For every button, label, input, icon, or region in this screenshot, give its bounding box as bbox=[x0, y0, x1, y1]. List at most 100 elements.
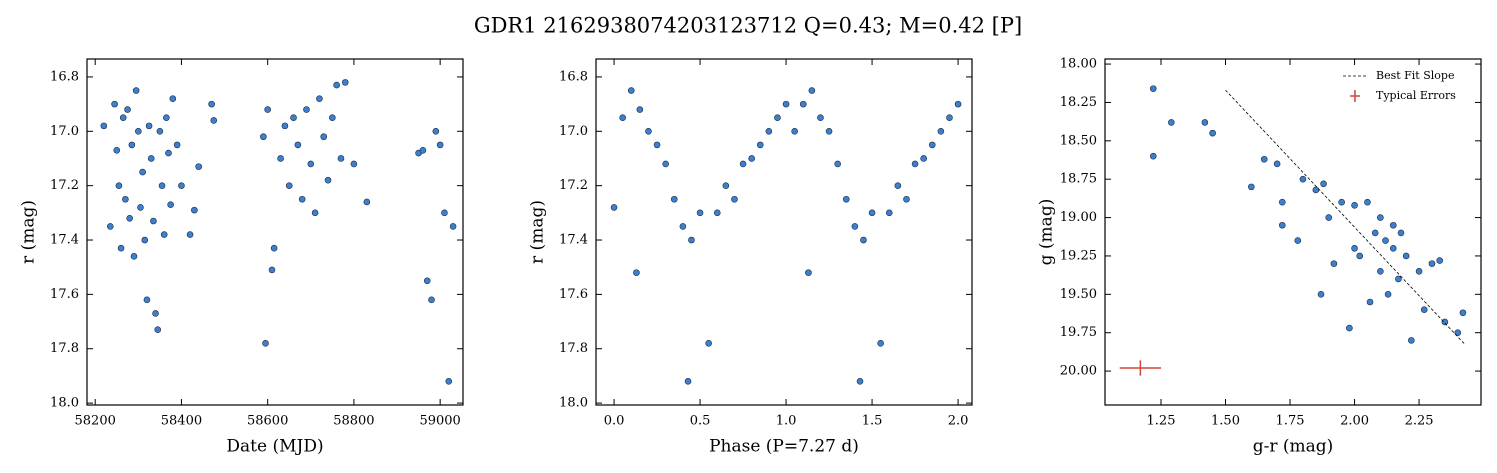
data-point bbox=[894, 182, 902, 189]
data-point bbox=[1325, 214, 1333, 221]
data-point bbox=[298, 195, 306, 203]
data-point bbox=[684, 378, 692, 385]
data-point bbox=[954, 100, 962, 108]
data-point bbox=[106, 223, 114, 230]
data-point bbox=[1149, 152, 1157, 160]
data-point bbox=[1330, 260, 1338, 267]
data-point bbox=[920, 155, 927, 162]
data-point bbox=[1428, 260, 1436, 267]
data-point bbox=[765, 127, 773, 135]
data-point bbox=[1384, 291, 1392, 298]
data-point bbox=[337, 155, 345, 162]
data-point bbox=[633, 269, 640, 276]
data-point bbox=[111, 100, 118, 108]
data-point bbox=[160, 231, 168, 238]
data-point bbox=[653, 141, 661, 149]
y-tick-label: 18.00 bbox=[1060, 57, 1097, 72]
data-point bbox=[1408, 337, 1415, 344]
data-point bbox=[126, 214, 133, 222]
x-axis-label: g-r (mag) bbox=[1253, 437, 1334, 457]
data-point bbox=[186, 231, 194, 238]
data-point bbox=[1420, 306, 1428, 313]
fit-line bbox=[1225, 89, 1466, 346]
data-point bbox=[1248, 183, 1255, 191]
data-point bbox=[696, 209, 704, 217]
data-point bbox=[124, 106, 131, 113]
data-point bbox=[774, 114, 781, 122]
data-point bbox=[145, 122, 153, 130]
x-axis-label: Date (MJD) bbox=[226, 437, 323, 457]
data-point bbox=[1168, 119, 1175, 126]
y-tick-label: 17.2 bbox=[50, 178, 79, 193]
y-tick-label: 17.0 bbox=[559, 124, 588, 139]
data-point bbox=[210, 117, 218, 124]
data-point bbox=[169, 95, 177, 102]
y-tick-label: 18.50 bbox=[1060, 133, 1097, 148]
data-point bbox=[128, 141, 136, 149]
data-point bbox=[100, 122, 108, 130]
y-tick-label: 16.8 bbox=[559, 69, 588, 84]
data-point bbox=[1317, 291, 1325, 298]
x-tick-label: 2.00 bbox=[1340, 414, 1369, 429]
y-tick-label: 17.8 bbox=[559, 341, 588, 356]
axes-frame bbox=[595, 58, 973, 406]
data-point bbox=[679, 223, 687, 230]
data-point bbox=[262, 340, 269, 347]
data-point bbox=[423, 277, 431, 285]
x-tick-label: 1.25 bbox=[1147, 414, 1176, 429]
data-point bbox=[1402, 252, 1410, 260]
y-tick-label: 19.75 bbox=[1060, 325, 1097, 340]
data-point bbox=[173, 141, 181, 149]
data-point bbox=[782, 100, 790, 108]
data-point bbox=[1436, 257, 1444, 264]
data-point bbox=[1441, 318, 1449, 326]
y-axis-label: r (mag) bbox=[19, 200, 39, 264]
data-point bbox=[946, 114, 953, 122]
data-point bbox=[1320, 180, 1327, 188]
data-point bbox=[610, 204, 618, 211]
data-point bbox=[662, 160, 669, 168]
data-point bbox=[1389, 244, 1397, 252]
data-point bbox=[156, 127, 164, 135]
data-point bbox=[748, 155, 755, 162]
y-tick-label: 18.0 bbox=[50, 396, 79, 411]
data-point bbox=[1382, 237, 1389, 244]
data-point bbox=[670, 195, 678, 203]
x-tick-label: 0.0 bbox=[604, 414, 625, 429]
data-point bbox=[195, 163, 202, 170]
data-point bbox=[178, 182, 185, 189]
data-point bbox=[122, 195, 129, 203]
data-point bbox=[851, 223, 859, 230]
data-point bbox=[1299, 175, 1307, 183]
data-point bbox=[731, 195, 738, 203]
data-point bbox=[1278, 198, 1286, 206]
data-point bbox=[808, 87, 816, 94]
data-point bbox=[1346, 324, 1353, 332]
x-tick-label: 58800 bbox=[333, 414, 374, 429]
data-point bbox=[130, 253, 138, 260]
data-point bbox=[1389, 221, 1397, 229]
data-point bbox=[860, 236, 867, 244]
x-tick-label: 58400 bbox=[161, 414, 202, 429]
data-point bbox=[208, 100, 215, 108]
data-point bbox=[1294, 237, 1302, 244]
data-point bbox=[1364, 198, 1371, 206]
axes-frame bbox=[86, 58, 464, 406]
data-point bbox=[277, 155, 284, 162]
data-point bbox=[270, 244, 278, 252]
y-tick-label: 17.8 bbox=[50, 341, 79, 356]
y-tick-label: 17.0 bbox=[50, 124, 79, 139]
y-tick-label: 17.4 bbox=[50, 233, 79, 248]
data-point bbox=[903, 195, 910, 203]
data-point bbox=[320, 133, 328, 141]
y-tick-label: 18.75 bbox=[1060, 172, 1097, 187]
x-tick-label: 2.0 bbox=[948, 414, 969, 429]
data-point bbox=[445, 378, 453, 385]
data-point bbox=[139, 168, 146, 176]
data-point bbox=[636, 106, 644, 113]
data-point bbox=[1459, 309, 1467, 317]
data-point bbox=[141, 236, 149, 244]
data-point bbox=[147, 155, 155, 162]
data-point bbox=[1377, 214, 1384, 221]
data-point bbox=[688, 236, 695, 244]
